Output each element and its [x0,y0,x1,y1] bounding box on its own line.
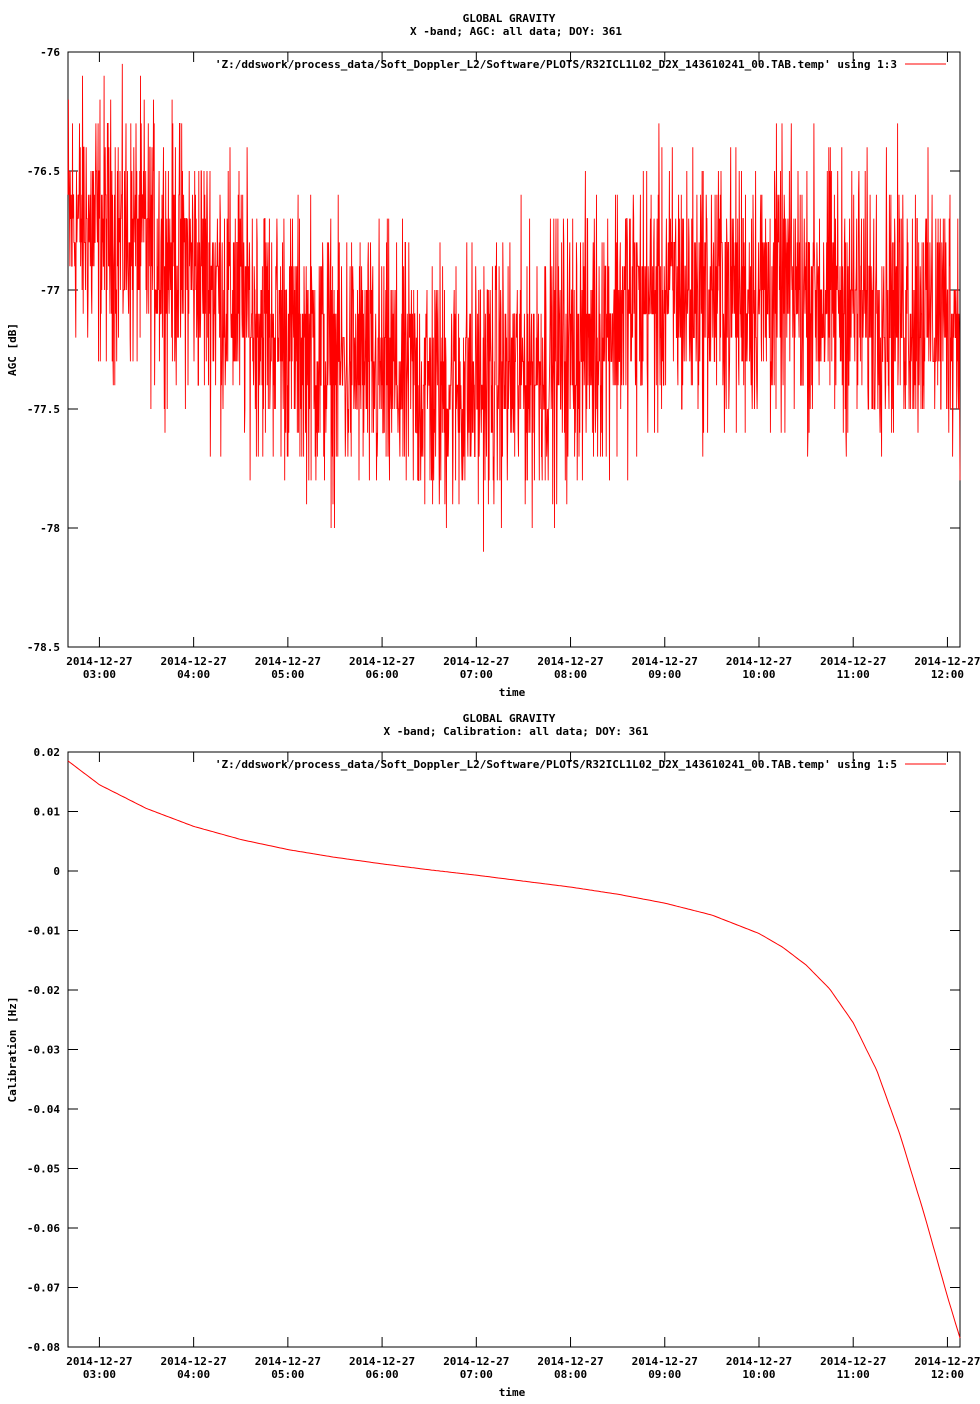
y-tick-label: 0 [53,865,60,878]
y-tick-label: -0.04 [27,1103,60,1116]
x-tick-date-label: 2014-12-27 [349,655,415,668]
x-tick-time-label: 07:00 [460,1368,493,1381]
y-tick-label: 0.01 [34,806,61,819]
y-tick-label: -77 [40,284,60,297]
x-tick-date-label: 2014-12-27 [914,1355,980,1368]
x-tick-time-label: 07:00 [460,668,493,681]
x-tick-date-label: 2014-12-27 [537,1355,603,1368]
x-tick-date-label: 2014-12-27 [66,655,132,668]
x-tick-date-label: 2014-12-27 [255,1355,321,1368]
y-axis-label: AGC [dB] [6,323,19,376]
series-line [67,63,961,552]
plot-frame [67,751,961,1348]
x-tick-date-label: 2014-12-27 [726,655,792,668]
x-tick-time-label: 08:00 [554,1368,587,1381]
x-tick-date-label: 2014-12-27 [161,655,227,668]
x-tick-time-label: 11:00 [837,668,870,681]
x-tick-date-label: 2014-12-27 [349,1355,415,1368]
y-tick-label: -0.01 [27,925,60,938]
x-tick-date-label: 2014-12-27 [726,1355,792,1368]
legend-label: 'Z:/ddswork/process_data/Soft_Doppler_L2… [215,58,897,71]
chart-subtitle: X -band; Calibration: all data; DOY: 361 [384,725,649,738]
x-tick-time-label: 08:00 [554,668,587,681]
x-tick-time-label: 05:00 [271,668,304,681]
x-tick-date-label: 2014-12-27 [443,655,509,668]
y-tick-label: -0.06 [27,1222,60,1235]
x-tick-time-label: 03:00 [83,1368,116,1381]
x-tick-date-label: 2014-12-27 [255,655,321,668]
x-tick-date-label: 2014-12-27 [632,655,698,668]
plot-frame [67,51,961,648]
x-tick-date-label: 2014-12-27 [820,1355,886,1368]
x-tick-time-label: 06:00 [366,668,399,681]
x-tick-time-label: 12:00 [931,1368,964,1381]
y-tick-label: -0.05 [27,1163,60,1176]
y-tick-label: -0.02 [27,984,60,997]
legend-label: 'Z:/ddswork/process_data/Soft_Doppler_L2… [215,758,897,771]
y-tick-label: -0.07 [27,1282,60,1295]
y-axis-label: Calibration [Hz] [6,997,19,1103]
x-tick-time-label: 12:00 [931,668,964,681]
x-axis-label: time [499,1386,526,1399]
chart-title: GLOBAL GRAVITY [463,12,556,25]
x-tick-time-label: 06:00 [366,1368,399,1381]
x-tick-time-label: 10:00 [742,668,775,681]
y-tick-label: -77.5 [27,403,60,416]
x-axis-label: time [499,686,526,699]
x-tick-time-label: 03:00 [83,668,116,681]
x-tick-time-label: 04:00 [177,668,210,681]
chart-title: GLOBAL GRAVITY [463,712,556,725]
x-tick-time-label: 04:00 [177,1368,210,1381]
x-tick-date-label: 2014-12-27 [443,1355,509,1368]
x-tick-date-label: 2014-12-27 [161,1355,227,1368]
x-tick-date-label: 2014-12-27 [914,655,980,668]
y-tick-label: -76 [40,46,60,59]
x-tick-date-label: 2014-12-27 [820,655,886,668]
y-tick-label: -76.5 [27,165,60,178]
y-tick-label: -0.08 [27,1341,60,1354]
y-tick-label: -0.03 [27,1044,60,1057]
x-tick-date-label: 2014-12-27 [632,1355,698,1368]
x-tick-date-label: 2014-12-27 [66,1355,132,1368]
y-tick-label: 0.02 [34,746,61,759]
chart-subtitle: X -band; AGC: all data; DOY: 361 [410,25,622,38]
x-tick-time-label: 09:00 [648,1368,681,1381]
x-tick-time-label: 09:00 [648,668,681,681]
x-tick-date-label: 2014-12-27 [537,655,603,668]
x-tick-time-label: 05:00 [271,1368,304,1381]
x-tick-time-label: 11:00 [837,1368,870,1381]
x-tick-time-label: 10:00 [742,1368,775,1381]
y-tick-label: -78 [40,522,60,535]
y-tick-label: -78.5 [27,641,60,654]
series-line [67,760,961,1339]
